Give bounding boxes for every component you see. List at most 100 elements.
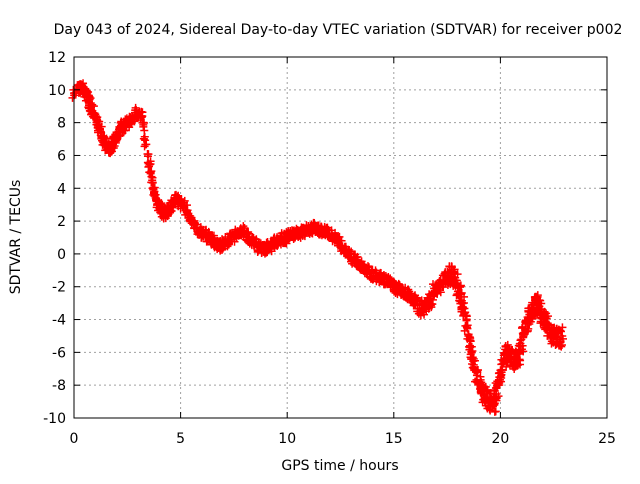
- data-point: [340, 244, 349, 253]
- data-trace-marker: [524, 324, 533, 333]
- data-point: [125, 118, 134, 127]
- data-trace-marker: [453, 270, 462, 279]
- data-point: [536, 308, 545, 317]
- data-point: [144, 159, 153, 168]
- data-point: [524, 315, 533, 324]
- data-point: [468, 353, 477, 362]
- data-point: [93, 120, 102, 129]
- data-point: [114, 128, 123, 137]
- data-point: [84, 95, 93, 104]
- data-point: [283, 233, 292, 242]
- data-point: [366, 269, 375, 278]
- data-point: [264, 243, 273, 252]
- data-point: [347, 253, 356, 262]
- data-trace-marker: [492, 396, 501, 405]
- data-point: [106, 144, 115, 153]
- data-point: [460, 308, 469, 317]
- data-point: [541, 318, 550, 327]
- data-point: [447, 267, 456, 276]
- data-points: [68, 79, 567, 416]
- data-point: [270, 238, 279, 247]
- y-tick-label: -8: [52, 378, 66, 394]
- data-point: [430, 289, 439, 298]
- data-point: [417, 307, 426, 316]
- y-tick-label: 10: [48, 83, 66, 99]
- data-trace-marker: [139, 122, 148, 131]
- x-tick-label: 15: [385, 431, 403, 447]
- data-point: [165, 203, 174, 212]
- y-tick-label: -10: [43, 411, 66, 427]
- data-point: [219, 240, 228, 249]
- y-tick-label: -4: [52, 313, 66, 329]
- data-point: [494, 381, 503, 390]
- data-trace-marker: [476, 372, 485, 381]
- data-point: [89, 108, 98, 117]
- x-tick-label: 25: [598, 431, 616, 447]
- data-point: [110, 136, 119, 145]
- data-point: [404, 290, 413, 299]
- data-trace-marker: [491, 407, 500, 416]
- data-point: [251, 240, 260, 249]
- data-point: [481, 394, 490, 403]
- y-tick-label: -6: [52, 345, 66, 361]
- data-point: [182, 207, 191, 216]
- data-trace-marker: [88, 100, 97, 109]
- data-point: [507, 353, 516, 362]
- data-point: [276, 235, 285, 244]
- data-point: [455, 289, 464, 298]
- data-point: [558, 331, 567, 340]
- data-point: [359, 264, 368, 273]
- data-point: [528, 305, 537, 314]
- data-trace-marker: [465, 341, 474, 350]
- data-point: [398, 287, 407, 296]
- data-trace-marker: [543, 312, 552, 321]
- data-point: [372, 272, 381, 281]
- data-point: [490, 400, 499, 409]
- data-point: [532, 300, 541, 309]
- data-trace-marker: [495, 375, 504, 384]
- data-trace-marker: [190, 218, 199, 227]
- data-point: [502, 348, 511, 357]
- data-point: [161, 210, 170, 219]
- data-point: [189, 220, 198, 229]
- data-point: [549, 331, 558, 340]
- axis-ticks: 0 5 10 15 20 25 -10 -8 -6 -4 -2 0 2 4 6 8 10 12: [43, 50, 616, 447]
- data-point: [76, 82, 85, 91]
- data-point: [464, 331, 473, 340]
- x-tick-label: 5: [176, 431, 185, 447]
- y-tick-label: 6: [57, 148, 66, 164]
- data-point: [553, 335, 562, 344]
- axes: [73, 56, 608, 419]
- data-trace-marker: [462, 316, 471, 325]
- x-tick-label: 0: [70, 431, 79, 447]
- data-point: [153, 197, 162, 206]
- data-point: [138, 112, 147, 121]
- data-point: [327, 230, 336, 239]
- data-trace-marker: [497, 370, 506, 379]
- y-tick-label: 4: [57, 181, 66, 197]
- data-point: [472, 371, 481, 380]
- data-point: [391, 284, 400, 293]
- data-point: [289, 230, 298, 239]
- data-trace-marker: [94, 121, 103, 130]
- data-point: [511, 358, 520, 367]
- data-point: [302, 226, 311, 235]
- data-point: [257, 244, 266, 253]
- data-trace-marker: [456, 282, 465, 291]
- data-point: [485, 397, 494, 406]
- y-tick-label: 8: [57, 116, 66, 132]
- data-point: [214, 241, 223, 250]
- data-point: [170, 195, 179, 204]
- data-point: [334, 238, 343, 247]
- data-point: [131, 108, 140, 117]
- data-trace-marker: [494, 392, 503, 401]
- data-point: [321, 226, 330, 235]
- data-point: [208, 236, 217, 245]
- data-point: [148, 184, 157, 193]
- y-tick-label: 2: [57, 214, 66, 230]
- data-point: [379, 274, 388, 283]
- data-trace-marker: [144, 150, 153, 159]
- x-tick-label: 20: [491, 431, 509, 447]
